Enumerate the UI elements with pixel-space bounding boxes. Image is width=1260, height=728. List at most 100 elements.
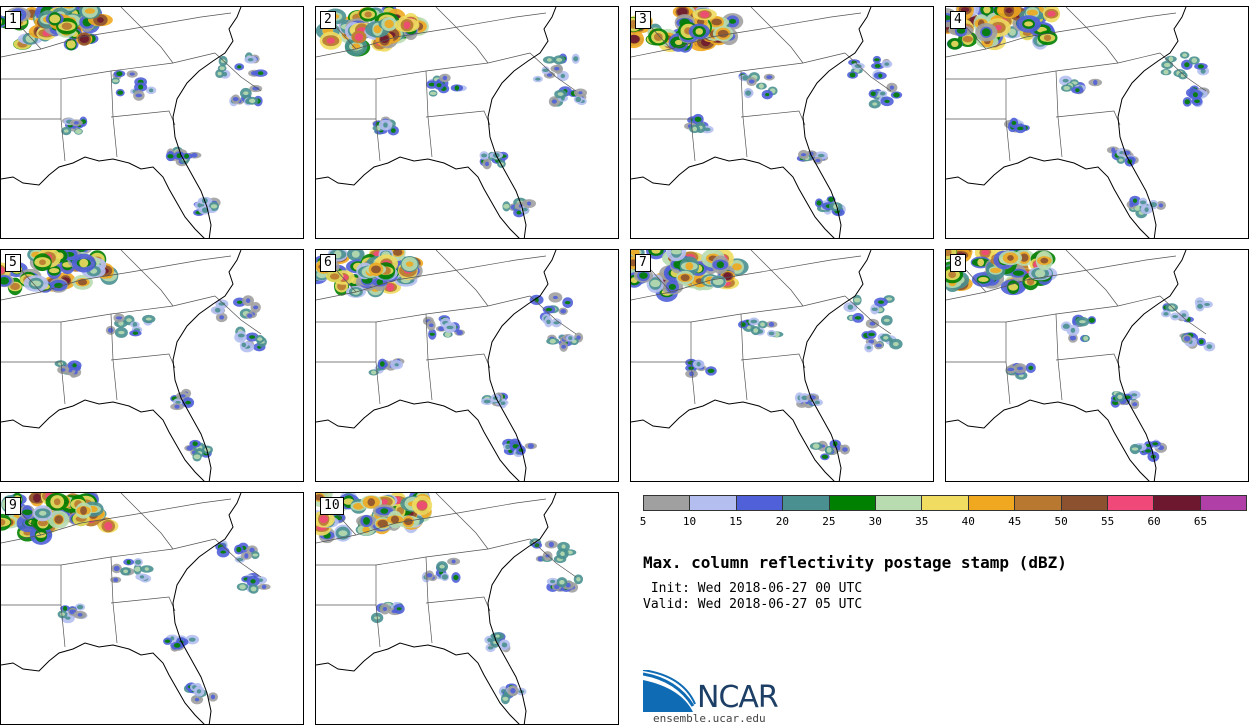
reflectivity-cell [1198, 339, 1204, 345]
reflectivity-cell [549, 338, 556, 344]
reflectivity-cell [10, 282, 20, 291]
state-border [335, 26, 357, 50]
reflectivity-cell [113, 577, 119, 582]
reflectivity-cell [868, 332, 875, 337]
colorbar-tick-label: 30 [868, 515, 882, 528]
reflectivity-cell [186, 445, 194, 451]
reflectivity-cell [363, 517, 370, 525]
reflectivity-cell [1070, 327, 1076, 333]
reflectivity-cell [671, 250, 682, 255]
reflectivity-cell [219, 315, 225, 320]
reflectivity-cell [193, 454, 201, 460]
reflectivity-cell [247, 58, 254, 62]
reflectivity-cell [1183, 335, 1191, 342]
reflectivity-cell [237, 333, 245, 338]
reflectivity-cell [354, 33, 364, 41]
reflectivity-cell [815, 158, 821, 163]
reflectivity-cell [123, 569, 129, 574]
reflectivity-cell [552, 295, 558, 300]
reflectivity-cell [381, 498, 388, 505]
state-border [375, 322, 381, 405]
state-border [1, 538, 216, 566]
coastline [946, 7, 1187, 238]
reflectivity-cell [135, 559, 142, 565]
reflectivity-cell [1144, 207, 1149, 213]
reflectivity-cell [853, 68, 860, 73]
reflectivity-cell [692, 126, 698, 132]
reflectivity-cell [60, 612, 66, 617]
state-border [631, 12, 862, 58]
colorbar-segment [1107, 496, 1155, 510]
reflectivity-cell [446, 325, 454, 330]
reflectivity-cell [62, 605, 68, 611]
reflectivity-cell [1008, 28, 1016, 36]
reflectivity-cell [723, 272, 732, 281]
reflectivity-cell [429, 91, 437, 95]
reflectivity-cell [878, 73, 883, 78]
reflectivity-cell [1012, 270, 1025, 276]
reflectivity-cell [575, 96, 582, 102]
member-number-label: 5 [5, 254, 21, 272]
reflectivity-cell [748, 79, 755, 84]
reflectivity-cell [560, 73, 566, 79]
reflectivity-cell [63, 7, 74, 9]
colorbar-segment [968, 496, 1016, 510]
reflectivity-cell [390, 128, 396, 133]
reflectivity-cell [716, 261, 724, 269]
coastline [631, 250, 872, 481]
reflectivity-cell [485, 161, 490, 167]
ensemble-member-panel: 1 [0, 6, 304, 239]
reflectivity-cell [214, 307, 221, 313]
reflectivity-cell [870, 91, 876, 97]
reflectivity-cell [1028, 365, 1034, 370]
reflectivity-cell [561, 344, 566, 349]
reflectivity-cell [568, 336, 573, 341]
reflectivity-cell [63, 129, 69, 133]
state-border [316, 498, 547, 544]
reflectivity-cell [30, 280, 42, 287]
reflectivity-cell [104, 521, 113, 531]
member-number-label: 8 [950, 254, 966, 272]
coastline [316, 493, 557, 724]
reflectivity-cell [1184, 99, 1190, 105]
reflectivity-cell [893, 92, 900, 98]
coastline [1, 7, 242, 238]
reflectivity-cell [680, 274, 690, 282]
reflectivity-cell [241, 342, 247, 348]
reflectivity-cell [495, 634, 500, 638]
reflectivity-cell [439, 564, 445, 569]
reflectivity-cell [371, 370, 377, 375]
reflectivity-cell [742, 75, 749, 81]
reflectivity-cell [560, 309, 567, 314]
reflectivity-cell [244, 553, 249, 559]
colorbar-segment [829, 496, 876, 510]
reflectivity-cell [948, 271, 957, 279]
reflectivity-cell [560, 551, 565, 557]
reflectivity-cell [801, 395, 808, 401]
reflectivity-cell [194, 697, 200, 702]
reflectivity-cell [639, 272, 648, 279]
reflectivity-cell [351, 250, 360, 258]
reflectivity-cell [247, 313, 253, 318]
reflectivity-cell [1117, 394, 1123, 400]
reflectivity-cell [239, 584, 246, 590]
ensemble-member-panel: 9 [0, 492, 304, 725]
reflectivity-map [631, 250, 903, 481]
reflectivity-cell [441, 574, 449, 580]
reflectivity-cell [842, 447, 848, 452]
reflectivity-cell [650, 279, 661, 288]
reflectivity-cell [79, 258, 89, 268]
reflectivity-cell [510, 688, 516, 694]
state-border [110, 313, 118, 401]
ncar-logo-text: NCAR [697, 680, 779, 715]
reflectivity-cell [1093, 79, 1098, 86]
ensemble-member-panel: 5 [0, 249, 304, 482]
reflectivity-cell [981, 250, 990, 256]
reflectivity-cell [501, 642, 508, 648]
reflectivity-cell [729, 18, 737, 24]
reflectivity-cell [444, 331, 451, 338]
colorbar-tick-label: 25 [822, 515, 836, 528]
state-border [1, 12, 232, 58]
reflectivity-cell [1158, 203, 1164, 208]
member-number-label: 10 [320, 497, 344, 515]
